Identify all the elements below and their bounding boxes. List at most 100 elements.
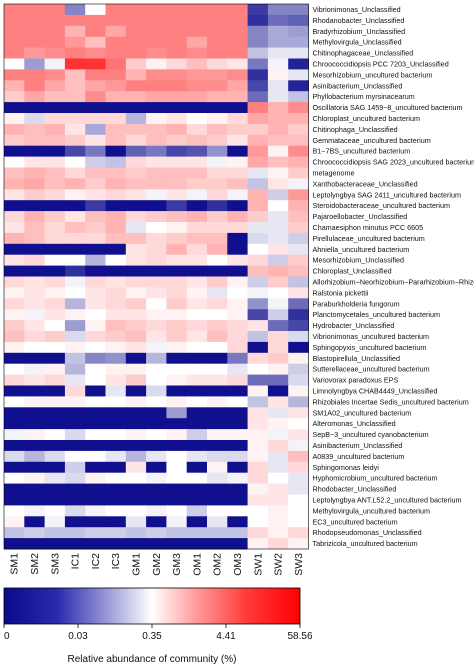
heatmap-cell bbox=[207, 472, 228, 484]
heatmap-cell bbox=[64, 167, 86, 179]
heatmap-cell bbox=[186, 25, 208, 38]
heatmap-cell bbox=[146, 461, 167, 474]
heatmap-cell bbox=[288, 352, 309, 365]
row-label: Rhodopseudomonas_Unclassified bbox=[313, 528, 422, 537]
heatmap-cell bbox=[146, 298, 167, 310]
heatmap-cell bbox=[227, 156, 248, 168]
row-label: Sphingomonas leidyi bbox=[313, 463, 380, 472]
heatmap-cell bbox=[125, 396, 147, 408]
heatmap-cell bbox=[267, 145, 289, 157]
heatmap-cell bbox=[24, 407, 45, 419]
heatmap-cell bbox=[186, 102, 208, 114]
column-label: SW2 bbox=[273, 553, 285, 576]
heatmap-cell bbox=[227, 352, 248, 365]
heatmap-cell bbox=[288, 309, 309, 321]
heatmap-cell bbox=[146, 243, 167, 256]
heatmap-cell bbox=[166, 232, 188, 245]
row-label: Blastopirellula_Unclassified bbox=[313, 354, 401, 363]
heatmap-cell bbox=[125, 450, 147, 463]
heatmap-cell bbox=[85, 145, 106, 157]
row-label: A0839_uncultured bacterium bbox=[313, 452, 405, 461]
heatmap-cell bbox=[247, 134, 269, 147]
heatmap-cell bbox=[247, 287, 269, 299]
heatmap-cell bbox=[146, 320, 167, 332]
column-label: IC2 bbox=[90, 553, 102, 570]
heatmap-cell bbox=[105, 440, 127, 452]
heatmap-cell bbox=[64, 363, 86, 375]
heatmap-cell bbox=[105, 156, 127, 168]
row-label: Oscillatoria SAG 1459−8_uncultured bacte… bbox=[313, 103, 463, 112]
heatmap-cell bbox=[186, 538, 208, 550]
heatmap-cell bbox=[64, 243, 86, 256]
heatmap-cell bbox=[105, 407, 127, 419]
heatmap-cell bbox=[64, 505, 86, 517]
heatmap-cell bbox=[24, 113, 45, 125]
heatmap-cell bbox=[267, 14, 289, 27]
heatmap-cell bbox=[247, 505, 269, 517]
heatmap-cell bbox=[125, 145, 147, 157]
heatmap-cell bbox=[166, 36, 188, 48]
heatmap-cell bbox=[4, 113, 25, 125]
heatmap-cell bbox=[105, 4, 127, 16]
colorbar-tick-label: 0 bbox=[4, 631, 10, 642]
heatmap-cell bbox=[166, 69, 188, 81]
heatmap-cell bbox=[4, 450, 25, 463]
row-label: Rhodobacter_Unclassified bbox=[313, 485, 397, 494]
heatmap-cell bbox=[146, 189, 167, 201]
heatmap-cell bbox=[85, 102, 106, 114]
heatmap-cell bbox=[24, 91, 45, 103]
row-label: Pajaroellobacter_Unclassified bbox=[313, 212, 408, 221]
heatmap-cell bbox=[186, 494, 208, 506]
heatmap-cell bbox=[227, 200, 248, 212]
heatmap-cell bbox=[4, 309, 25, 321]
heatmap-cell bbox=[166, 396, 188, 408]
heatmap-cell bbox=[207, 494, 228, 506]
colorbar-gradient bbox=[3, 587, 301, 625]
heatmap-cell bbox=[105, 178, 127, 190]
heatmap-cell bbox=[4, 178, 25, 190]
heatmap-cell bbox=[288, 538, 309, 550]
heatmap-cell bbox=[125, 69, 147, 81]
heatmap-cell bbox=[288, 450, 309, 463]
heatmap-cell bbox=[146, 91, 167, 103]
heatmap-cell bbox=[227, 243, 248, 256]
heatmap-cell bbox=[105, 298, 127, 310]
heatmap-cell bbox=[125, 298, 147, 310]
heatmap-cell bbox=[64, 461, 86, 474]
heatmap-cell bbox=[85, 352, 106, 365]
heatmap-cell bbox=[247, 102, 269, 114]
column-label: GM1 bbox=[130, 553, 142, 576]
heatmap-cell bbox=[247, 516, 269, 528]
column-label: OM1 bbox=[191, 553, 203, 576]
heatmap-cell bbox=[105, 222, 127, 234]
heatmap-cell bbox=[44, 396, 66, 408]
heatmap-cell bbox=[105, 418, 127, 430]
heatmap-cell bbox=[146, 538, 167, 550]
heatmap-cell bbox=[64, 200, 86, 212]
heatmap-cell bbox=[44, 363, 66, 375]
heatmap-cell bbox=[207, 69, 228, 81]
heatmap-cell bbox=[247, 429, 269, 441]
heatmap-cell bbox=[44, 505, 66, 517]
heatmap-cell bbox=[267, 156, 289, 168]
heatmap-cell bbox=[186, 461, 208, 474]
heatmap-cell bbox=[288, 25, 309, 38]
heatmap-cell bbox=[288, 4, 309, 16]
heatmap-cell bbox=[105, 341, 127, 354]
heatmap-cell bbox=[85, 429, 106, 441]
heatmap-cell bbox=[227, 429, 248, 441]
heatmap-cell bbox=[85, 516, 106, 528]
heatmap-cell bbox=[166, 287, 188, 299]
heatmap-cell bbox=[207, 113, 228, 125]
heatmap-cell bbox=[186, 189, 208, 201]
heatmap-cell bbox=[64, 538, 86, 550]
heatmap-cell bbox=[64, 25, 86, 38]
heatmap-cell bbox=[85, 91, 106, 103]
heatmap-cell bbox=[4, 156, 25, 168]
heatmap-cell bbox=[227, 134, 248, 147]
heatmap-cell bbox=[4, 14, 25, 27]
heatmap-cell bbox=[186, 222, 208, 234]
heatmap-cell bbox=[186, 69, 208, 81]
heatmap-cell bbox=[267, 309, 289, 321]
